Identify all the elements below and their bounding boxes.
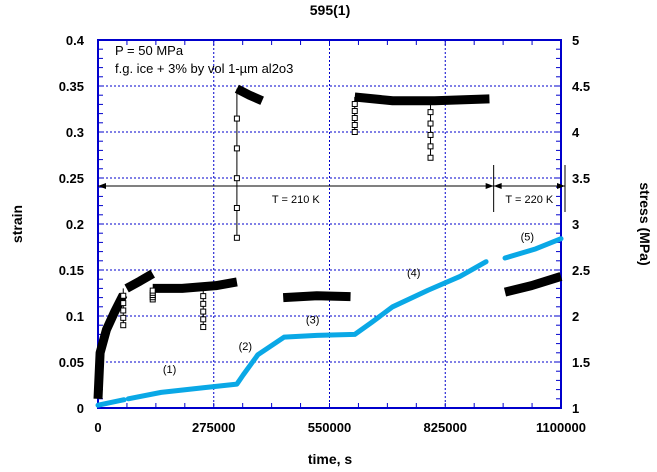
stress-point: [200, 316, 207, 323]
y2-tick-label: 3.5: [572, 171, 590, 186]
stress-series: [93, 84, 563, 400]
stress-point: [120, 292, 127, 299]
y-tick-label: 0.2: [66, 217, 84, 232]
stress-point: [233, 115, 240, 122]
x-tick-label: 550000: [308, 420, 351, 435]
stress-point: [427, 154, 434, 161]
stress-point: [233, 175, 240, 182]
y-tick-label: 0.35: [59, 79, 84, 94]
y-axis-label: strain: [9, 205, 25, 243]
segment-label: (1): [163, 364, 176, 376]
stress-line: [354, 92, 490, 106]
stress-point: [120, 300, 127, 307]
stress-line: [152, 277, 238, 293]
stress-point: [351, 115, 358, 122]
y2-tick-label: 4: [572, 125, 580, 140]
strain-line: [502, 236, 564, 261]
stress-point: [233, 204, 240, 211]
y2-tick-label: 1: [572, 401, 579, 416]
temperature-markers: T = 210 K T = 220 K: [98, 165, 566, 212]
chart-title: 595(1): [310, 2, 350, 18]
stress-point: [200, 300, 207, 307]
y2-tick-label: 2.5: [572, 263, 590, 278]
y-tick-label: 0.15: [59, 263, 84, 278]
arrow-icon: [493, 183, 565, 189]
annotation-pressure: P = 50 MPa: [115, 43, 184, 58]
strain-line: [125, 259, 489, 402]
y-tick-label: 0.3: [66, 125, 84, 140]
stress-line: [282, 291, 351, 303]
stress-point: [120, 307, 127, 314]
segment-label: (4): [407, 267, 420, 279]
stress-point: [200, 308, 207, 315]
stress-point: [149, 287, 156, 294]
stress-point: [351, 122, 358, 129]
strain-series: [95, 236, 564, 408]
annotation-material: f.g. ice + 3% by vol 1-µm al2o3: [115, 61, 293, 76]
stress-line: [503, 272, 563, 297]
y2-axis-label: stress (MPa): [637, 182, 653, 265]
x-tick-label: 825000: [424, 420, 467, 435]
stress-point: [120, 314, 127, 321]
stress-point: [427, 120, 434, 127]
strain-line: [95, 397, 127, 408]
stress-point: [351, 101, 358, 108]
y2-tick-label: 4.5: [572, 79, 590, 94]
stress-line: [234, 84, 264, 105]
y-tick-label: 0.4: [66, 33, 85, 48]
stress-point: [351, 108, 358, 115]
stress-point: [233, 234, 240, 241]
temperature-label: T = 220 K: [505, 194, 553, 206]
y2-tick-label: 3: [572, 217, 579, 232]
grid: [98, 40, 561, 408]
x-tick-label: 1100000: [536, 420, 586, 435]
y-tick-label: 0.1: [66, 309, 84, 324]
stress-point: [427, 109, 434, 116]
stress-point: [200, 293, 207, 300]
segment-label: (5): [521, 232, 534, 244]
segment-label: (2): [239, 341, 252, 353]
temperature-label: T = 210 K: [272, 194, 320, 206]
y2-tick-label: 2: [572, 309, 579, 324]
stress-point: [200, 324, 207, 331]
stress-point: [120, 322, 127, 329]
y-tick-label: 0: [77, 401, 84, 416]
y2-tick-label: 5: [572, 33, 579, 48]
stress-point: [351, 129, 358, 135]
x-axis-label: time, s: [308, 451, 353, 467]
segment-label: (3): [306, 314, 319, 326]
y-tick-label: 0.05: [59, 355, 84, 370]
y2-tick-label: 1.5: [572, 355, 590, 370]
tick-marks: [97, 39, 562, 409]
x-tick-label: 0: [94, 420, 101, 435]
y-tick-label: 0.25: [59, 171, 84, 186]
stress-line: [124, 269, 155, 293]
stress-point: [233, 145, 240, 152]
segment-labels: (1) (2) (3) (4) (5): [163, 232, 534, 376]
stress-line: [93, 292, 128, 400]
stress-point: [427, 131, 434, 138]
x-tick-label: 275000: [192, 420, 235, 435]
tick-labels: 0 275000 550000 825000 1100000 0 0.05 0.1 0.15 0.…: [59, 33, 590, 435]
stress-point: [427, 143, 434, 150]
